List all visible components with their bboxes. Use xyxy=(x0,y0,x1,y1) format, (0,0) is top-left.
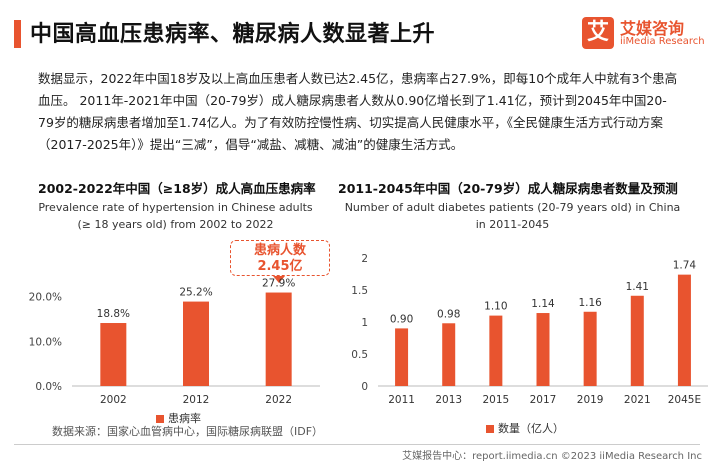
chart2-y-tick: 2 xyxy=(361,253,368,265)
page-title: 中国高血压患病率、糖尿病人数显著上升 xyxy=(30,22,436,47)
footer-divider xyxy=(14,444,700,445)
chart1-legend-label: 患病率 xyxy=(168,412,201,425)
chart2-data-label: 1.16 xyxy=(578,297,602,309)
title-accent-bar xyxy=(14,20,21,48)
chart1-bar xyxy=(100,323,127,386)
chart1-y-tick: 0.0% xyxy=(35,381,62,393)
chart2-bar xyxy=(583,311,597,386)
chart2-svg: 0 0.5 1 1.5 2 0.90 2011 0.98 2013 1.10 2015 1.14 201… xyxy=(351,253,708,406)
chart1-y-tick: 10.0% xyxy=(29,336,62,348)
chart2-y-tick: 0.5 xyxy=(351,349,368,361)
chart1-bar xyxy=(265,292,292,386)
chart2-data-label: 0.90 xyxy=(390,313,413,325)
chart1-title: 2002-2022年中国（≥18岁）成人高血压患病率 xyxy=(38,181,316,196)
chart2-x-tick: 2017 xyxy=(530,394,557,406)
chart2-subtitle: Number of adult diabetes patients (20-79… xyxy=(344,201,681,231)
chart1-svg: 0.0%10.0%20.0%30.0%18.8%200225.2%201227.… xyxy=(29,278,320,406)
chart2-x-tick: 2015 xyxy=(482,394,509,406)
chart1-data-label: 27.9% xyxy=(262,278,295,290)
chart2-bar xyxy=(489,315,503,386)
chart2-x-tick: 2019 xyxy=(577,394,604,406)
chart1-subtitle: Prevalence rate of hypertension in Chine… xyxy=(38,201,313,231)
chart2-bar xyxy=(442,323,456,386)
chart1-data-label: 25.2% xyxy=(179,287,212,299)
chart2-bar xyxy=(677,274,691,386)
footer-text: 艾媒报告中心：report.iimedia.cn ©2023 iiMedia R… xyxy=(402,451,702,462)
brand-name-cn: 艾媒咨询 xyxy=(620,19,685,38)
chart2-legend-label: 数量（亿人） xyxy=(498,422,564,435)
chart2-y-tick: 1.5 xyxy=(351,285,368,297)
brand-logo: 艾 艾媒咨询 iiMedia Research xyxy=(582,14,705,54)
chart2-x-tick: 2011 xyxy=(388,394,415,406)
chart1-legend-swatch xyxy=(156,415,164,423)
chart1-x-tick: 2022 xyxy=(265,394,292,406)
chart1-annotation-line1: 患病人数 xyxy=(253,243,306,258)
chart2-x-tick: 2045E xyxy=(668,394,701,406)
chart2-data-label: 1.74 xyxy=(673,260,697,272)
chart2-data-label: 1.14 xyxy=(531,298,555,310)
brand-icon: 艾 xyxy=(582,17,614,49)
chart1-data-label: 18.8% xyxy=(97,308,130,320)
chart2-bar xyxy=(536,313,550,386)
chart2-x-tick: 2013 xyxy=(435,394,462,406)
chart1-bar xyxy=(183,301,209,386)
chart1-y-tick: 20.0% xyxy=(29,292,62,304)
chart2-y-tick: 0 xyxy=(361,381,368,393)
chart2-bar xyxy=(630,295,644,386)
chart2-data-label: 1.41 xyxy=(626,281,649,293)
chart2-bar xyxy=(395,328,409,386)
chart1-x-tick: 2002 xyxy=(100,394,127,406)
chart2-data-label: 1.10 xyxy=(484,301,507,313)
intro-paragraph: 数据显示，2022年中国18岁及以上高血压患者人数已达2.45亿，患病率占27.… xyxy=(38,71,678,152)
chart2-legend: 数量（亿人） xyxy=(486,420,564,436)
chart2-legend-swatch xyxy=(486,425,494,433)
source-note: 数据来源：国家心血管病中心，国际糖尿病联盟（IDF） xyxy=(52,425,324,438)
chart2-title: 2011-2045年中国（20-79岁）成人糖尿病患者数量及预测 xyxy=(338,181,678,196)
brand-name-en: iiMedia Research xyxy=(620,36,705,47)
chart2-x-tick: 2021 xyxy=(624,394,651,406)
chart2-data-label: 0.98 xyxy=(437,308,460,320)
chart1-annotation-arrow xyxy=(273,276,285,283)
chart2-y-tick: 1 xyxy=(361,317,368,329)
chart1-legend: 患病率 xyxy=(156,410,201,426)
chart1-annotation-line2: 2.45亿 xyxy=(257,259,303,274)
chart1-x-tick: 2012 xyxy=(183,394,210,406)
chart1-annotation: 患病人数 2.45亿 xyxy=(230,240,330,276)
